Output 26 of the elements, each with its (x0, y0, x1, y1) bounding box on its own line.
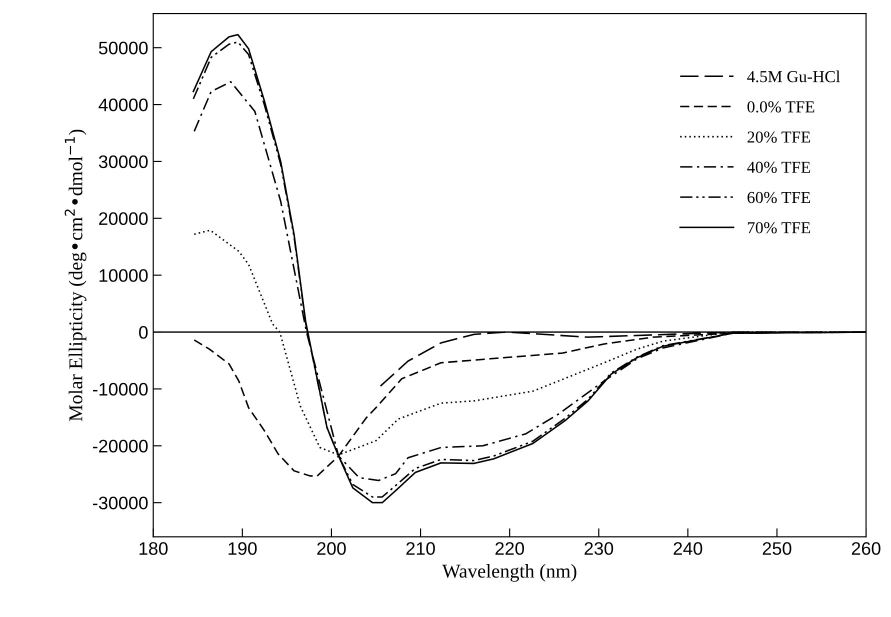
y-tick-label: -10000 (92, 382, 148, 396)
x-tick-label: 230 (584, 542, 614, 555)
y-axis-title: Molar Ellipticity (deg•cm$^{2}$•dmol$^{−1}$) (64, 130, 86, 422)
legend-label: 0.0% TFE (747, 101, 814, 113)
legend-label: 70% TFE (748, 222, 810, 234)
y-tick-label: 20000 (99, 212, 148, 226)
y-tick-label: 0 (139, 326, 148, 339)
x-tick-label: 190 (228, 542, 257, 555)
legend-label: 4.5M Gu-HCl (747, 70, 840, 82)
legend-label: 40% TFE (747, 162, 810, 173)
x-tick-label: 250 (762, 542, 792, 555)
x-tick-label: 210 (406, 542, 435, 555)
x-tick-label: 180 (140, 542, 168, 555)
y-tick-label: -30000 (92, 496, 148, 510)
y-tick-label: 40000 (98, 98, 148, 112)
x-tick-label: 240 (674, 542, 702, 555)
legend-label: 20% TFE (748, 131, 810, 143)
x-tick-label: 200 (317, 542, 346, 555)
y-tick-label: 50000 (98, 42, 148, 54)
y-tick-label: 30000 (98, 155, 148, 168)
y-tick-label: 10000 (100, 269, 148, 282)
x-tick-label: 220 (496, 542, 524, 555)
legend-label: 60% TFE (748, 192, 810, 204)
y-tick-label: -20000 (92, 440, 148, 453)
x-axis-title: Wavelength (nm) (442, 564, 576, 582)
x-tick-label: 260 (852, 542, 880, 555)
